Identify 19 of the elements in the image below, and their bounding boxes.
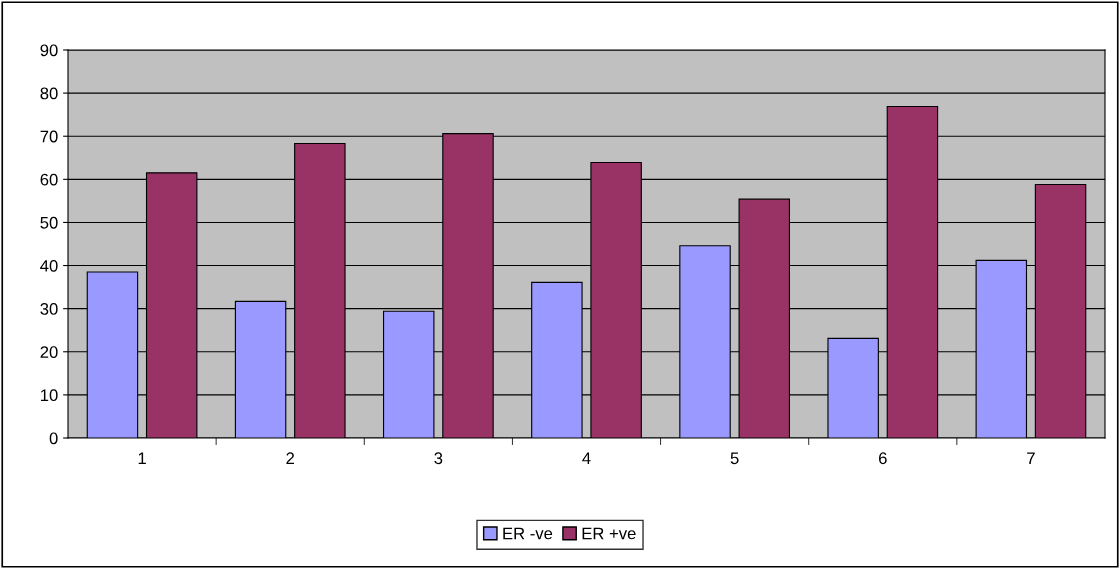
x-tick-label: 2 xyxy=(286,452,295,464)
y-tick-label: 70 xyxy=(40,130,58,143)
x-tick-label: 5 xyxy=(730,452,739,465)
y-tick-label: 50 xyxy=(40,216,58,229)
legend-label: ER +ve xyxy=(582,527,636,540)
y-tick-label: 30 xyxy=(40,303,58,315)
legend-label: ER -ve xyxy=(503,527,553,540)
y-tick-label: 80 xyxy=(40,87,58,100)
y-tick-label: 60 xyxy=(40,173,58,186)
x-tick-label: 3 xyxy=(434,452,443,465)
y-tick-label: 90 xyxy=(40,44,58,57)
x-tick-label: 7 xyxy=(1027,452,1035,464)
x-tick-label: 1 xyxy=(138,452,146,464)
x-tick-label: 6 xyxy=(879,452,887,465)
y-tick-label: 10 xyxy=(41,389,58,402)
y-tick-label: 40 xyxy=(40,259,58,272)
y-tick-label: 0 xyxy=(49,432,58,445)
y-tick-label: 20 xyxy=(40,346,58,358)
x-tick-label: 4 xyxy=(582,452,591,464)
